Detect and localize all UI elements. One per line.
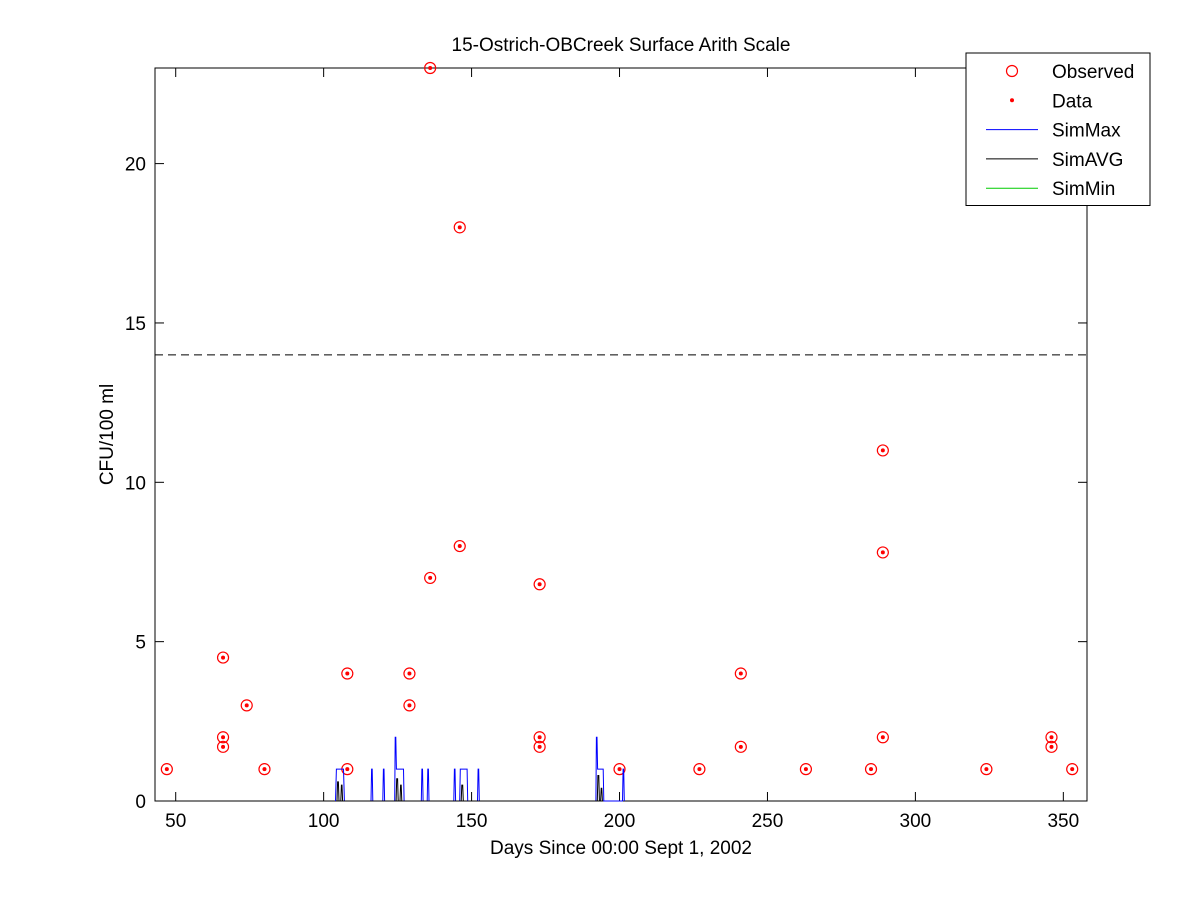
data-point bbox=[407, 671, 412, 676]
observed-point bbox=[533, 578, 546, 591]
observed-point bbox=[864, 763, 878, 776]
observed-point bbox=[160, 763, 173, 776]
observed-point bbox=[533, 740, 546, 753]
data-point bbox=[345, 767, 350, 772]
data-point bbox=[221, 655, 226, 660]
data-point bbox=[1049, 744, 1054, 749]
data-point bbox=[537, 582, 542, 587]
data-point bbox=[345, 671, 350, 676]
data-point bbox=[221, 744, 226, 749]
observed-point bbox=[453, 221, 466, 234]
x-tick-label: 100 bbox=[308, 811, 340, 832]
data-point bbox=[428, 575, 433, 580]
data-point bbox=[1070, 767, 1075, 772]
observed-point bbox=[341, 667, 354, 680]
observed-point bbox=[876, 731, 889, 744]
data-point bbox=[880, 735, 885, 740]
legend-box bbox=[965, 52, 1151, 206]
data-point bbox=[738, 744, 743, 749]
data-point bbox=[803, 767, 808, 772]
x-tick-label: 200 bbox=[604, 811, 636, 832]
data-point bbox=[221, 735, 226, 740]
legend-swatch-data bbox=[1010, 98, 1014, 103]
observed-point bbox=[453, 539, 466, 553]
observed-point bbox=[734, 667, 747, 680]
observed-point bbox=[424, 61, 437, 75]
x-axis-title: Days Since 00:00 Sept 1, 2002 bbox=[490, 838, 752, 859]
data-point bbox=[457, 544, 462, 549]
data-point bbox=[262, 767, 267, 772]
observed-point bbox=[734, 740, 747, 753]
legend-label-data: Data bbox=[1052, 91, 1093, 112]
legend-swatch-observed bbox=[1005, 64, 1019, 78]
y-tick-label: 20 bbox=[125, 155, 146, 176]
y-axis-title: CFU/100 ml bbox=[97, 384, 118, 485]
observed-point bbox=[403, 667, 416, 680]
x-tick-label: 50 bbox=[165, 811, 186, 832]
data-point bbox=[1049, 735, 1054, 740]
y-tick-label: 5 bbox=[135, 633, 146, 654]
data-point bbox=[537, 744, 542, 749]
data-point bbox=[738, 671, 743, 676]
plot-area: 50 100 150 200 250 300 350 0 5 10 15 20 bbox=[125, 61, 1088, 832]
observed-point bbox=[799, 763, 813, 776]
data-point bbox=[697, 767, 702, 772]
observed-point bbox=[1066, 763, 1079, 776]
simavg-line bbox=[336, 775, 603, 802]
data-point bbox=[164, 767, 169, 772]
data-point bbox=[617, 767, 622, 772]
x-tick-label: 250 bbox=[752, 811, 784, 832]
observed-point bbox=[424, 571, 437, 585]
data-point bbox=[984, 767, 989, 772]
observed-point bbox=[1045, 740, 1058, 753]
chart-title: 15-Ostrich-OBCreek Surface Arith Scale bbox=[452, 35, 791, 56]
data-point bbox=[407, 703, 412, 708]
y-tick-label: 0 bbox=[135, 792, 146, 813]
x-tick-label: 350 bbox=[1047, 811, 1079, 832]
observed-point bbox=[1045, 731, 1058, 744]
observed-point bbox=[216, 731, 230, 744]
observed-point bbox=[240, 699, 253, 712]
observed-point bbox=[980, 763, 993, 776]
observed-point bbox=[533, 731, 546, 744]
legend: Observed Data SimMax SimAVG SimMin bbox=[965, 52, 1151, 206]
observed-point bbox=[403, 699, 416, 712]
data-point bbox=[869, 767, 874, 772]
observed-point bbox=[216, 740, 230, 753]
y-tick-label: 15 bbox=[125, 314, 146, 335]
data-point bbox=[880, 550, 885, 555]
legend-label-simmin: SimMin bbox=[1052, 179, 1115, 200]
data-point bbox=[244, 703, 249, 708]
observed-point bbox=[876, 546, 889, 559]
data-point bbox=[537, 735, 542, 740]
observed-point bbox=[258, 763, 271, 776]
data-point bbox=[428, 66, 433, 70]
y-tick-label: 10 bbox=[125, 473, 146, 494]
observed-point bbox=[876, 444, 889, 457]
data-point bbox=[457, 225, 462, 230]
legend-label-simavg: SimAVG bbox=[1052, 150, 1123, 171]
legend-label-simmax: SimMax bbox=[1052, 121, 1121, 142]
observed-point bbox=[693, 763, 706, 776]
x-tick-label: 150 bbox=[456, 811, 488, 832]
data-point bbox=[880, 448, 885, 453]
legend-label-observed: Observed bbox=[1052, 62, 1134, 83]
observed-point bbox=[216, 651, 230, 664]
x-tick-label: 300 bbox=[900, 811, 932, 832]
observed-point bbox=[613, 763, 626, 776]
